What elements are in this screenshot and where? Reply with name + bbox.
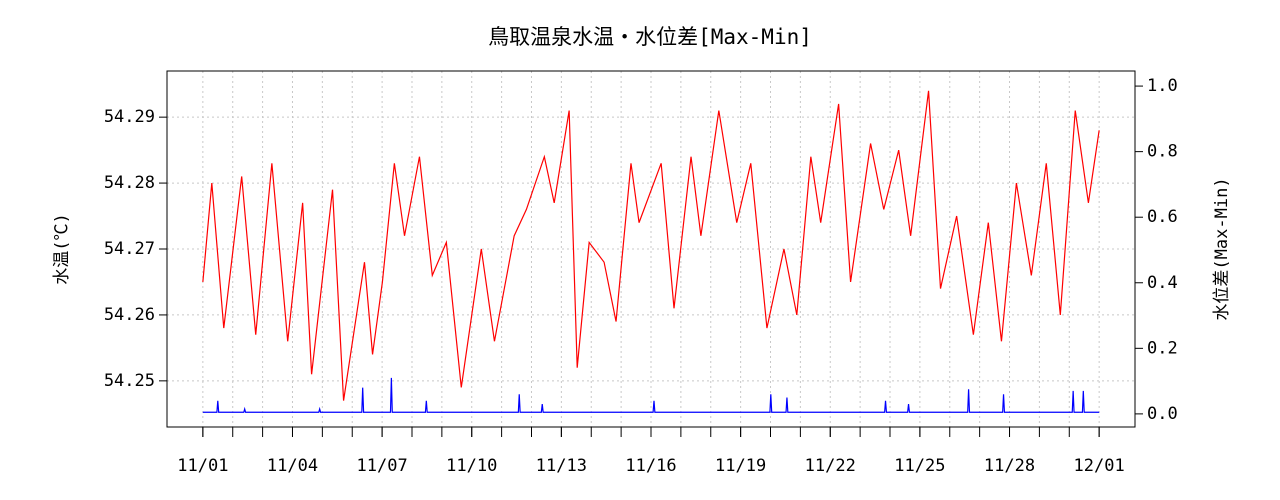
x-tick-label: 11/10: [446, 456, 497, 476]
x-tick-label: 11/04: [267, 456, 318, 476]
y-tick-label: 54.27: [104, 239, 155, 259]
y2-tick-label: 0.4: [1147, 273, 1178, 293]
data-line: [202, 377, 1100, 413]
x-tick-label: 11/25: [894, 456, 945, 476]
y-tick-label: 54.25: [104, 371, 155, 391]
y-tick-label: 54.28: [104, 173, 155, 193]
y2-tick-label: 0.8: [1147, 142, 1178, 162]
chart-title: 鳥取温泉水温・水位差[Max-Min]: [488, 25, 812, 49]
y2-tick-label: 0.6: [1147, 207, 1178, 227]
y-tick-label: 54.29: [104, 107, 155, 127]
x-tick-label: 11/19: [715, 456, 766, 476]
y2-tick-label: 0.0: [1147, 404, 1178, 424]
x-tick-label: 11/28: [984, 456, 1035, 476]
y2-tick-label: 0.2: [1147, 338, 1178, 358]
y-axis-label: 水温(℃): [52, 213, 72, 284]
y2-tick-label: 1.0: [1147, 76, 1178, 96]
y-tick-label: 54.26: [104, 305, 155, 325]
x-tick-label: 12/01: [1074, 456, 1125, 476]
plot-frame: [166, 70, 1136, 428]
x-tick-label: 11/01: [177, 456, 228, 476]
x-tick-label: 11/22: [805, 456, 856, 476]
data-line: [202, 90, 1100, 401]
x-tick-label: 11/16: [625, 456, 676, 476]
y2-axis-label: 水位差(Max-Min): [1212, 177, 1232, 320]
x-tick-label: 11/07: [357, 456, 408, 476]
x-tick-label: 11/13: [536, 456, 587, 476]
